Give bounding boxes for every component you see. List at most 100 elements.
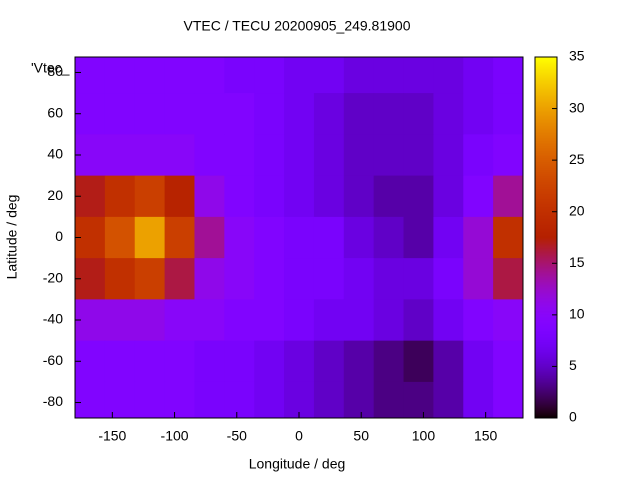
heatmap-cell — [134, 57, 166, 94]
colorbar-strip — [535, 76, 557, 78]
colorbar-strip — [535, 252, 557, 254]
colorbar-strip — [535, 259, 557, 261]
heatmap-cell — [313, 134, 345, 177]
colorbar-strip — [535, 287, 557, 289]
colorbar-strip — [535, 331, 557, 333]
colorbar-strip — [535, 413, 557, 415]
colorbar-strip — [535, 141, 557, 143]
heatmap-cell — [403, 134, 434, 177]
colorbar-strip — [535, 390, 557, 392]
colorbar-strip — [535, 330, 557, 332]
colorbar-strip — [535, 119, 557, 121]
colorbar-strip — [535, 278, 557, 280]
colorbar-strip — [535, 405, 557, 407]
colorbar-strip — [535, 314, 557, 316]
heatmap-cell — [134, 340, 166, 383]
heatmap-cell — [164, 381, 195, 418]
colorbar-strip — [535, 193, 557, 195]
colorbar-strip — [535, 243, 557, 245]
colorbar-strip — [535, 158, 557, 160]
colorbar-strip — [535, 376, 557, 378]
heatmap-cell — [403, 381, 434, 418]
colorbar-strip — [535, 231, 557, 233]
colorbar-strip — [535, 290, 557, 292]
heatmap-cell — [373, 299, 405, 342]
colorbar-strip — [535, 295, 557, 297]
y-axis-label: Latitude / deg — [4, 195, 20, 280]
colorbar-strip — [535, 308, 557, 310]
colorbar-strip — [535, 140, 557, 142]
colorbar-strip — [535, 67, 557, 69]
colorbar-strip — [535, 209, 557, 211]
x-tick-label: -150 — [98, 428, 126, 444]
colorbar-strip — [535, 411, 557, 413]
heatmap-cell — [224, 258, 255, 300]
colorbar-strip — [535, 224, 557, 226]
colorbar-strip — [535, 113, 557, 115]
colorbar-strip — [535, 59, 557, 61]
heatmap-cell — [313, 258, 345, 300]
y-tick-label: 40 — [47, 146, 63, 162]
colorbar-strip — [535, 206, 557, 208]
colorbar-strip — [535, 233, 557, 235]
colorbar-strip — [535, 372, 557, 374]
heatmap-cell — [463, 134, 494, 177]
colorbar-strip — [535, 347, 557, 349]
colorbar-strip — [535, 392, 557, 394]
colorbar-strip — [535, 292, 557, 294]
heatmap-cell — [313, 175, 345, 218]
colorbar-strip — [535, 98, 557, 100]
colorbar-strip — [535, 323, 557, 325]
heatmap-cell — [373, 57, 405, 94]
heatmap-cell — [313, 57, 345, 94]
heatmap-cell — [224, 134, 255, 177]
colorbar-strip — [535, 221, 557, 223]
colorbar-strip — [535, 305, 557, 307]
colorbar-strip — [535, 160, 557, 162]
colorbar-strip — [535, 248, 557, 250]
colorbar-strip — [535, 225, 557, 227]
colorbar-strip — [535, 389, 557, 391]
colorbar-strip — [535, 117, 557, 119]
colorbar-strip — [535, 192, 557, 194]
colorbar-strip — [535, 348, 557, 350]
heatmap-cell — [194, 93, 225, 135]
x-tick-label: -100 — [161, 428, 189, 444]
heatmap-cell — [433, 340, 464, 383]
legend-label: 'Vtec_ — [31, 60, 70, 76]
colorbar-strip — [535, 275, 557, 277]
heatmap-cell — [224, 340, 255, 383]
heatmap-cell — [224, 175, 255, 218]
colorbar-strip — [535, 387, 557, 389]
colorbar-strip — [535, 407, 557, 409]
colorbar-strip — [535, 244, 557, 246]
colorbar-strip — [535, 88, 557, 90]
colorbar — [535, 57, 557, 419]
colorbar-strip — [535, 80, 557, 82]
heatmap-cell — [493, 258, 523, 300]
colorbar-strip — [535, 132, 557, 134]
colorbar-strip — [535, 72, 557, 74]
colorbar-strip — [535, 263, 557, 265]
heatmap-cell — [164, 340, 195, 383]
heatmap-cell — [284, 258, 315, 300]
colorbar-strip — [535, 264, 557, 266]
heatmap-cell — [104, 340, 136, 383]
heatmap-cell — [164, 258, 195, 300]
heatmap-cell — [75, 57, 106, 94]
colorbar-tick-label: 30 — [569, 99, 585, 115]
colorbar-strip — [535, 270, 557, 272]
heatmap-cell — [224, 299, 255, 342]
colorbar-strip — [535, 100, 557, 102]
heatmap-cell — [104, 258, 136, 300]
colorbar-strip — [535, 350, 557, 352]
heatmap-cell — [463, 216, 494, 259]
colorbar-strip — [535, 300, 557, 302]
colorbar-strip — [535, 197, 557, 199]
heatmap-cell — [284, 134, 315, 177]
heatmap-cell — [493, 93, 523, 135]
colorbar-strip — [535, 142, 557, 144]
heatmap-cell — [104, 175, 136, 218]
heatmap-cell — [104, 134, 136, 177]
heatmap-cell — [343, 93, 375, 135]
